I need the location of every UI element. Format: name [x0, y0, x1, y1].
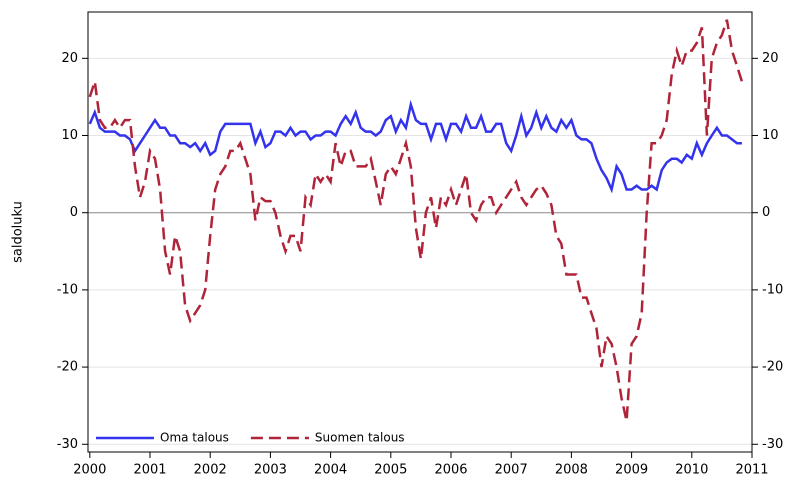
x-tick-label: 2001 — [133, 463, 166, 478]
y2-tick-label: -10 — [762, 282, 783, 297]
x-tick-label: 2008 — [555, 463, 588, 478]
y2-tick-label: 0 — [762, 205, 770, 220]
legend-label: Oma talous — [160, 431, 229, 445]
series-line — [88, 99, 742, 194]
x-tick-label: 2006 — [434, 463, 467, 478]
series-line — [88, 19, 744, 422]
y2-tick-label: -20 — [762, 360, 783, 375]
x-tick-label: 2005 — [374, 463, 407, 478]
x-tick-label: 2007 — [495, 463, 528, 478]
y-tick-label: -10 — [57, 282, 78, 297]
y-tick-label: 20 — [61, 51, 78, 66]
x-tick-label: 2000 — [73, 463, 106, 478]
plot-frame — [87, 11, 753, 453]
y-tick-label: 0 — [70, 205, 78, 220]
y-tick-label: -20 — [57, 360, 78, 375]
y-axis-label: saldoluku — [11, 201, 26, 263]
y-tick-label: 10 — [61, 128, 78, 143]
y-tick-label: -30 — [57, 437, 78, 452]
y2-tick-label: 20 — [762, 51, 779, 66]
x-tick-label: 2004 — [314, 463, 347, 478]
x-tick-label: 2003 — [254, 463, 287, 478]
x-tick-label: 2011 — [735, 463, 768, 478]
x-tick-label: 2002 — [194, 463, 227, 478]
x-tick-label: 2010 — [675, 463, 708, 478]
y2-tick-label: -30 — [762, 437, 783, 452]
x-tick-label: 2009 — [615, 463, 648, 478]
legend-label: Suomen talous — [315, 431, 405, 445]
y2-tick-label: 10 — [762, 128, 779, 143]
